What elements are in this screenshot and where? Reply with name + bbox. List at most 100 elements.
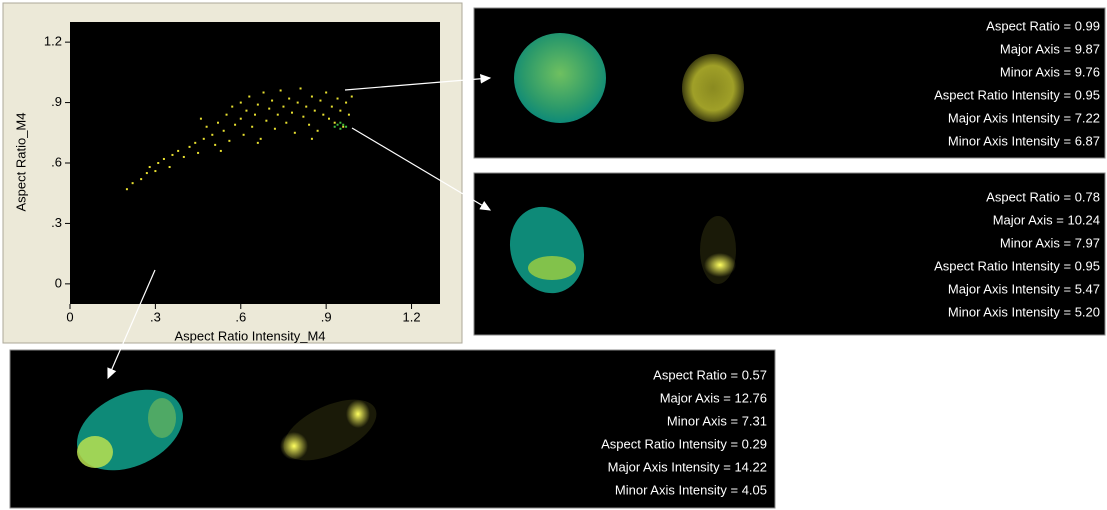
measurement-text: Minor Axis Intensity = 6.87: [948, 133, 1100, 148]
scatter-point: [154, 170, 157, 173]
scatter-point: [177, 149, 180, 152]
scatter-point: [336, 123, 339, 126]
cell-image: [682, 54, 744, 122]
scatter-point: [145, 172, 148, 175]
scatter-point: [239, 101, 242, 104]
measurement-text: Aspect Ratio = 0.57: [653, 367, 767, 382]
scatter-point: [339, 121, 342, 124]
scatter-point: [271, 99, 274, 102]
measurement-text: Major Axis Intensity = 7.22: [948, 110, 1100, 125]
scatter-point: [162, 157, 165, 160]
scatter-point: [256, 103, 259, 106]
cell-image: [704, 253, 736, 277]
scatter-point: [228, 139, 231, 142]
scatter-point: [222, 129, 225, 132]
scatter-point: [291, 111, 293, 114]
scatter-point: [217, 121, 219, 124]
scatter-point: [148, 166, 151, 169]
scatter-point: [239, 117, 242, 120]
y-tick-label: 0: [55, 275, 62, 290]
scatter-point: [322, 113, 325, 116]
scatter-point: [347, 113, 350, 116]
scatter-point: [293, 131, 296, 134]
scatter-point: [282, 105, 285, 108]
scatter-point: [262, 91, 265, 94]
scatter-point: [202, 137, 205, 140]
scatter-point: [350, 95, 353, 98]
scatter-point: [330, 105, 333, 108]
scatter-point: [248, 95, 251, 98]
arrow: [344, 74, 492, 91]
measurement-text: Major Axis = 9.87: [1000, 41, 1100, 56]
measurement-text: Aspect Ratio Intensity = 0.29: [601, 436, 767, 451]
scatter-point: [328, 117, 330, 120]
scatter-point: [296, 101, 299, 104]
scatter-point: [171, 153, 174, 156]
measurement-text: Major Axis = 10.24: [993, 212, 1100, 227]
measurement-text: Minor Axis = 9.76: [1000, 64, 1100, 79]
scatter-point: [199, 117, 202, 120]
scatter-point: [302, 115, 305, 118]
measurement-text: Aspect Ratio = 0.78: [986, 189, 1100, 204]
scatter-point: [336, 97, 339, 100]
scatter-point: [214, 143, 217, 146]
cell-image: [514, 33, 606, 123]
scatter-point: [125, 188, 128, 191]
scatter-point: [251, 125, 254, 128]
measurement-text: Aspect Ratio = 0.99: [986, 18, 1100, 33]
measurement-text: Aspect Ratio Intensity = 0.95: [934, 87, 1100, 102]
measurement-text: Minor Axis Intensity = 4.05: [615, 482, 767, 497]
x-axis-label: Aspect Ratio Intensity_M4: [174, 328, 325, 343]
scatter-point: [279, 89, 282, 92]
scatter-point: [182, 155, 185, 158]
scatter-point: [234, 123, 237, 126]
scatter-point: [345, 101, 348, 104]
cell-image: [77, 436, 113, 468]
measurement-text: Minor Axis = 7.31: [667, 413, 767, 428]
scatter-point: [254, 113, 256, 116]
measurement-text: Major Axis Intensity = 5.47: [948, 281, 1100, 296]
scatter-point: [259, 137, 262, 140]
scatter-point: [339, 127, 342, 130]
scatter-point: [268, 107, 271, 110]
scatter-point: [273, 127, 276, 130]
scatter-point: [285, 121, 288, 124]
y-tick-label: .9: [51, 94, 62, 109]
scatter-point: [319, 99, 322, 102]
scatter-point: [342, 123, 345, 126]
scatter-point: [168, 166, 171, 169]
x-tick-label: 0: [66, 309, 73, 324]
x-tick-label: .9: [321, 309, 332, 324]
measurement-text: Major Axis Intensity = 14.22: [608, 459, 767, 474]
scatter-point: [157, 162, 160, 164]
scatter-point: [333, 125, 336, 128]
scatter-point: [308, 123, 311, 126]
measurement-text: Minor Axis Intensity = 5.20: [948, 304, 1100, 319]
scatter-point: [276, 113, 279, 116]
measurement-text: Aspect Ratio Intensity = 0.95: [934, 258, 1100, 273]
scatter-point: [231, 105, 234, 108]
scatter-point: [242, 133, 245, 136]
arrow: [107, 269, 156, 380]
arrow: [351, 127, 492, 211]
scatter-point: [265, 119, 268, 122]
scatter-point: [131, 182, 134, 185]
cell-image: [280, 432, 308, 460]
y-tick-label: .3: [51, 215, 62, 230]
scatter-point: [313, 109, 316, 112]
y-axis-label: Aspect Ratio_M4: [13, 113, 28, 212]
x-tick-label: .6: [235, 309, 246, 324]
y-tick-label: .6: [51, 154, 62, 169]
scatter-point: [194, 141, 197, 144]
measurement-text: Minor Axis = 7.97: [1000, 235, 1100, 250]
scatter-point: [310, 137, 313, 140]
scatter-point: [256, 141, 259, 144]
cell-image: [346, 400, 370, 428]
scatter-point: [225, 113, 228, 116]
scatter-point: [345, 125, 348, 128]
scatter-point: [211, 133, 214, 136]
scatter-point: [310, 95, 313, 98]
scatter-point: [288, 97, 291, 100]
